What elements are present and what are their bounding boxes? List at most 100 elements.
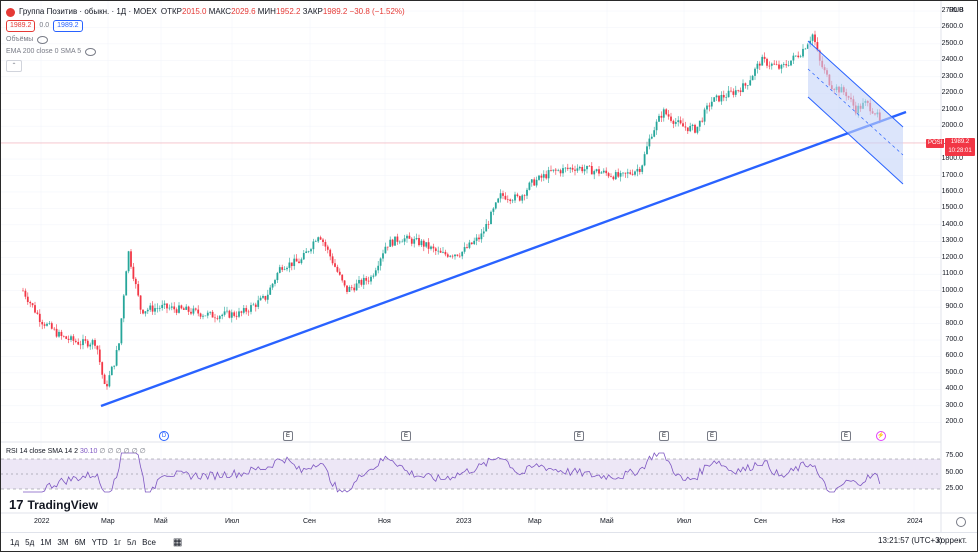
tradingview-logo[interactable]: 17 TradingView [9, 497, 98, 512]
candle-body [612, 176, 615, 180]
candle-body [58, 331, 60, 337]
candle-body [538, 175, 540, 180]
candle-body [557, 170, 560, 171]
candle-body [266, 294, 269, 300]
candle-body [770, 63, 773, 66]
spread-value: 0.0 [39, 22, 50, 29]
candle-body [355, 283, 358, 291]
ema-indicator-label[interactable]: EMA 200 close 0 SMA 5 [6, 48, 82, 55]
candle-body [168, 307, 171, 309]
ohlc-key: МАКС [208, 7, 232, 16]
price-axis-tick: 2400.0 [941, 56, 963, 64]
date-range-icon[interactable]: ▦ [172, 537, 183, 548]
earnings-event-icon[interactable]: E [659, 431, 669, 441]
candle-body [727, 90, 730, 98]
timeframe-button[interactable]: 1М [40, 538, 52, 547]
candle-body [62, 335, 65, 337]
candle-body [187, 306, 190, 312]
candle-body [636, 168, 639, 172]
volume-indicator-label[interactable]: Объёмы [6, 36, 34, 43]
candle-body [70, 336, 72, 340]
candle-body [463, 247, 466, 252]
price-axis-tick: 700.0 [945, 336, 963, 343]
candle-body [763, 56, 766, 59]
symbol-logo-icon[interactable] [6, 7, 15, 17]
currency-label[interactable]: RUB [949, 7, 964, 14]
timeframe-button[interactable]: 1г [113, 538, 121, 547]
candle-body [775, 64, 778, 66]
timeframe-button[interactable]: 1д [10, 538, 20, 547]
price-axis-tick: 1400.0 [941, 220, 963, 228]
candle-body [125, 271, 128, 296]
candle-body [622, 172, 624, 174]
candle-body [598, 169, 600, 174]
candle-body [362, 277, 365, 285]
candle-body [122, 295, 125, 319]
candle-body [564, 167, 567, 169]
adjustment-toggle[interactable]: коррект. [937, 536, 967, 545]
price-axis-tick: 1800.0 [941, 155, 963, 163]
candle-body [406, 235, 408, 239]
rsi-sma-values: ∅ ∅ ∅ ∅ ∅ ∅ [99, 448, 146, 455]
candle-body [175, 309, 178, 313]
candle-body [334, 263, 336, 267]
collapse-legend-button[interactable]: ⌃ [6, 60, 22, 72]
candle-body [533, 179, 536, 186]
earnings-event-icon[interactable]: E [707, 431, 717, 441]
candle-body [84, 339, 87, 341]
candle-body [233, 312, 236, 316]
candle-body [701, 120, 704, 122]
candle-body [278, 267, 281, 273]
candle-body [689, 125, 692, 132]
timeframe-button[interactable]: 5д [25, 538, 35, 547]
candle-body [348, 287, 351, 292]
candle-body [379, 258, 382, 266]
earnings-event-icon[interactable]: E [574, 431, 584, 441]
candle-body [89, 344, 92, 347]
candle-body [631, 173, 634, 175]
timeframe-button[interactable]: YTD [91, 538, 108, 547]
hidden-eye-icon[interactable] [37, 36, 49, 44]
candle-body [607, 173, 610, 177]
candle-body [391, 239, 394, 246]
candle-body [394, 236, 396, 246]
dividend-event-icon[interactable]: D [159, 431, 169, 441]
flash-event-icon[interactable]: ⚡ [876, 431, 886, 441]
candle-body [792, 55, 795, 61]
time-axis-tick: Ноя [378, 518, 391, 525]
earnings-event-icon[interactable]: E [401, 431, 411, 441]
time-axis-settings-icon[interactable] [956, 517, 966, 527]
candle-body [326, 246, 329, 250]
clock[interactable]: 13:21:57 (UTC+3) [878, 536, 943, 545]
timeframe-button[interactable]: 5л [127, 538, 137, 547]
rsi-legend[interactable]: RSI 14 close SMA 14 2 30.10 ∅ ∅ ∅ ∅ ∅ ∅ [6, 447, 146, 455]
candle-body [41, 321, 44, 325]
candle-body [367, 280, 370, 282]
candle-body [514, 194, 516, 201]
candle-body [737, 90, 740, 91]
candle-body [550, 170, 552, 171]
timeframe-button[interactable]: 3М [57, 538, 69, 547]
candle-body [682, 123, 684, 127]
candle-body [766, 58, 768, 66]
candle-body [422, 240, 425, 247]
earnings-event-icon[interactable]: E [841, 431, 851, 441]
bid-price[interactable]: 1989.2 [6, 20, 36, 32]
timeframe-button[interactable]: Все [142, 538, 156, 547]
candle-body [178, 305, 180, 313]
candle-body [672, 120, 675, 124]
ask-price[interactable]: 1989.2 [53, 20, 83, 32]
symbol-title[interactable]: Группа Позитив · обыкн. · 1Д · MOEX [19, 7, 157, 16]
price-axis-tick: 2200.0 [941, 89, 963, 97]
earnings-event-icon[interactable]: E [283, 431, 293, 441]
candle-body [708, 105, 711, 107]
candle-body [115, 350, 118, 366]
candle-body [312, 241, 315, 250]
candle-body [264, 296, 267, 300]
hidden-eye-icon[interactable] [85, 48, 97, 56]
candle-body [526, 189, 528, 196]
candle-body [780, 64, 783, 69]
timeframe-button[interactable]: 6М [74, 538, 86, 547]
